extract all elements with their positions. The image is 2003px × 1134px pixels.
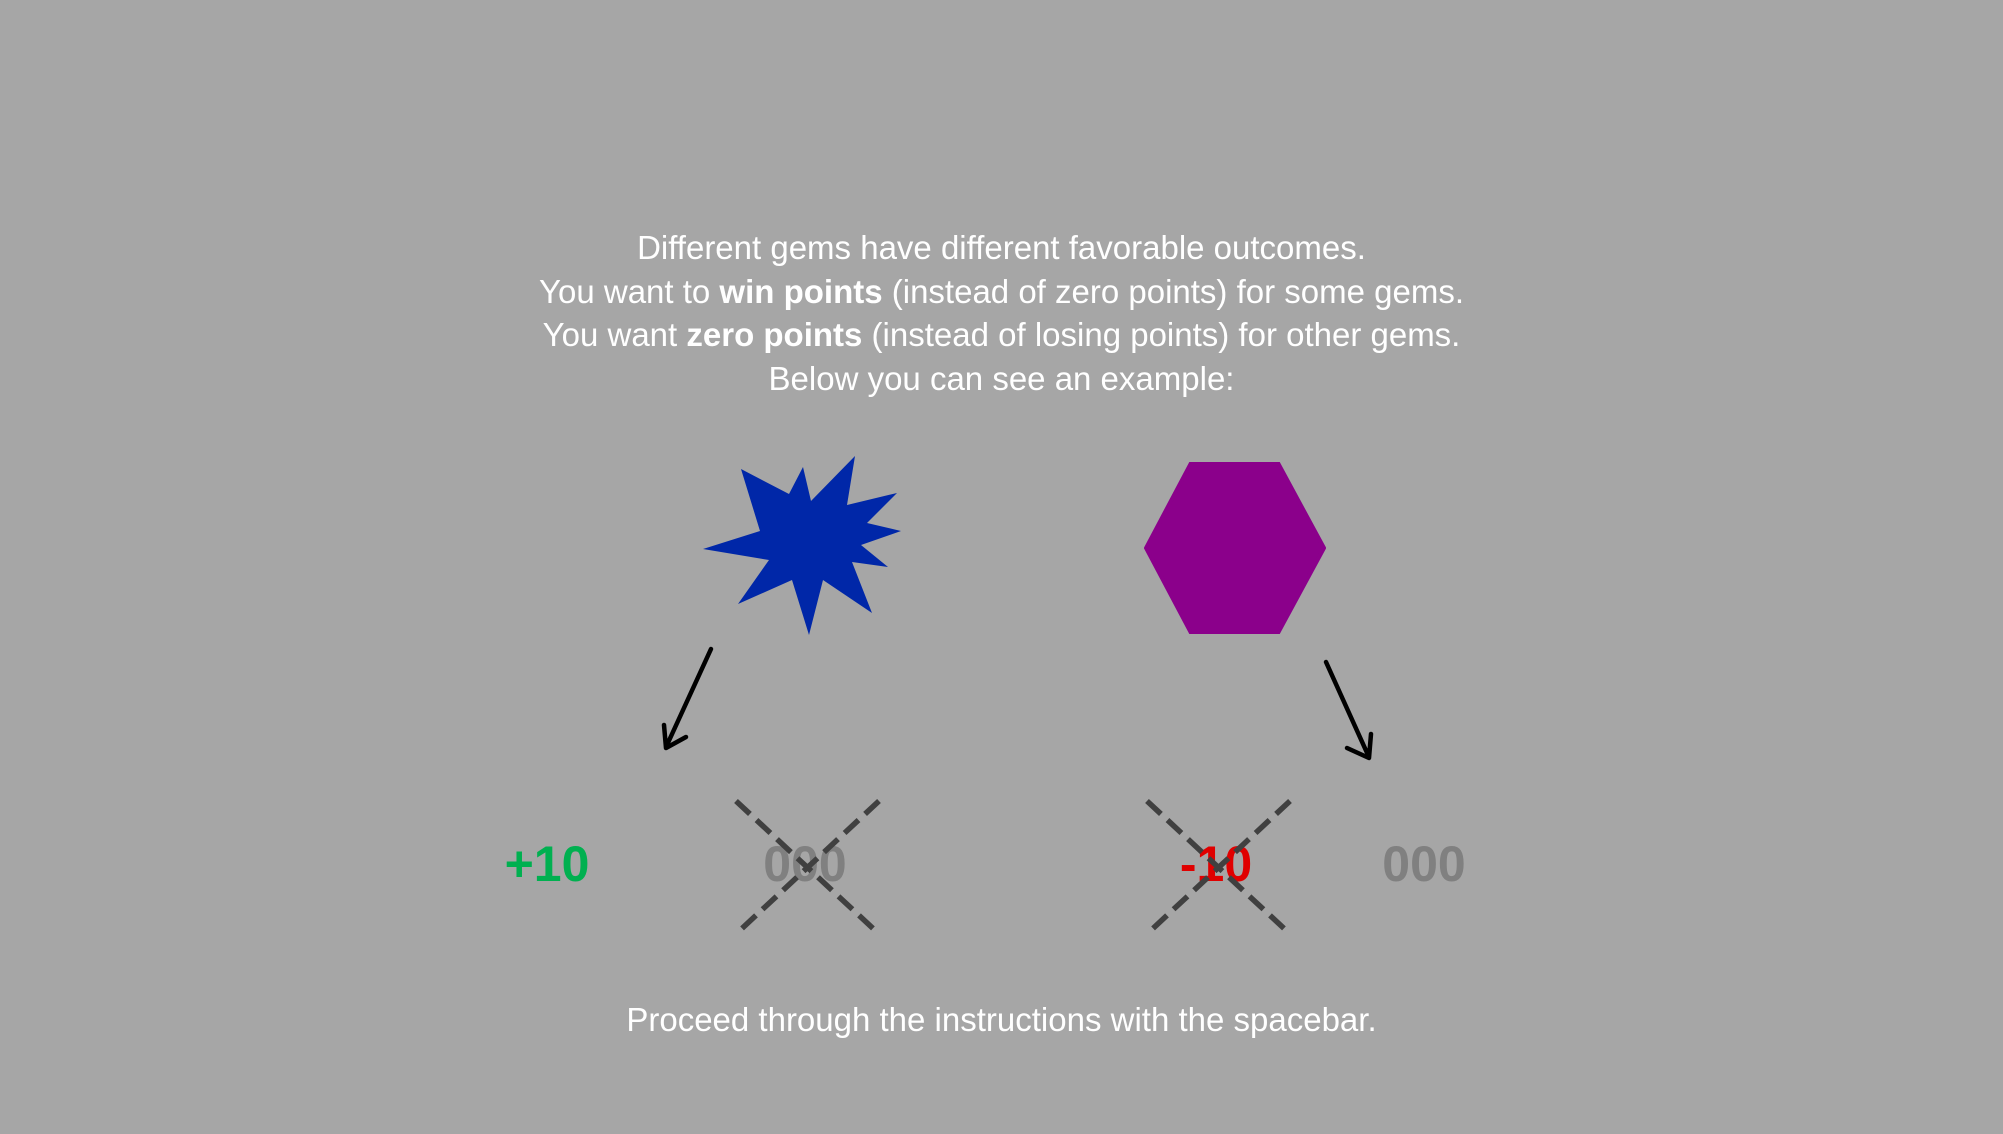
instruction-line-3-post: (instead of losing points) for other gem…: [862, 316, 1461, 353]
left-cross-out-icon: [734, 798, 881, 937]
instruction-line-3-bold: zero points: [686, 316, 863, 353]
instruction-line-2-pre: You want to: [539, 272, 720, 310]
instruction-line-3: You want zero points (instead of losing …: [0, 313, 2003, 357]
win-points-label: +10: [504, 836, 590, 892]
instruction-line-1: Different gems have different favorable …: [637, 229, 1366, 266]
arrow-down-left-icon: [661, 646, 714, 751]
right-cross-out-icon: [1145, 798, 1292, 937]
arrow-down-right-icon: [1323, 659, 1374, 761]
instruction-line-4: Below you can see an example:: [768, 359, 1235, 397]
instruction-line-3-pre: You want: [542, 316, 687, 353]
zero-points-label: 000: [1382, 836, 1466, 892]
starburst-gem-icon: [703, 456, 901, 635]
instruction-line-2-bold: win points: [719, 272, 883, 310]
instruction-line-2-post: (instead of zero points) for some gems.: [882, 272, 1464, 310]
hexagon-gem-icon: [1144, 462, 1326, 634]
instruction-line-2: You want to win points (instead of zero …: [0, 270, 2003, 314]
spacebar-instruction: Proceed through the instructions with th…: [626, 1001, 1377, 1038]
instruction-text: Different gems have different favorable …: [0, 226, 2003, 400]
